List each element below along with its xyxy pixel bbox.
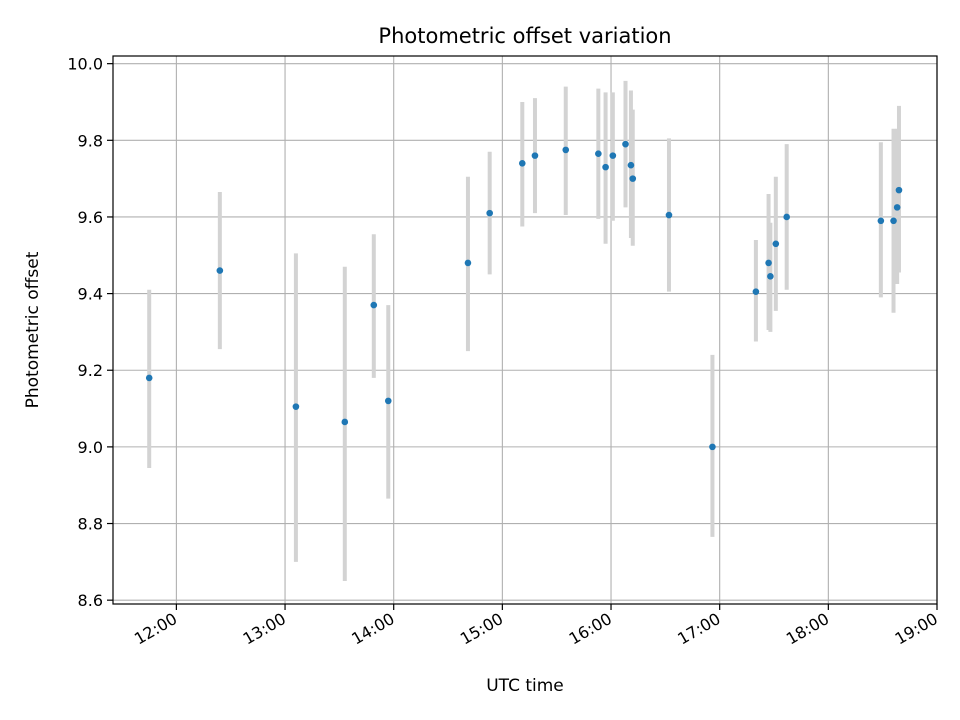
y-tick-label: 8.6 bbox=[78, 591, 103, 610]
data-point bbox=[893, 204, 901, 211]
y-tick-label: 9.8 bbox=[78, 131, 103, 150]
data-point bbox=[292, 403, 300, 410]
data-point bbox=[783, 213, 790, 221]
data-point bbox=[765, 259, 772, 267]
data-point bbox=[341, 418, 349, 426]
data-point bbox=[609, 152, 617, 159]
data-point bbox=[518, 160, 526, 167]
data-point bbox=[890, 217, 897, 225]
y-tick-label: 10.0 bbox=[67, 55, 103, 74]
data-point bbox=[622, 140, 629, 148]
data-point bbox=[665, 211, 673, 219]
chart-title: Photometric offset variation bbox=[378, 24, 671, 48]
data-point bbox=[486, 209, 493, 217]
data-point bbox=[145, 374, 153, 382]
data-points bbox=[145, 140, 903, 451]
y-tick-label: 9.0 bbox=[78, 438, 103, 457]
data-point bbox=[767, 273, 774, 280]
data-point bbox=[895, 186, 903, 194]
x-axis-title: UTC time bbox=[486, 676, 564, 696]
data-point bbox=[629, 175, 637, 182]
data-point bbox=[562, 146, 570, 154]
data-point bbox=[370, 301, 378, 309]
data-point bbox=[384, 397, 392, 405]
data-point bbox=[627, 161, 635, 169]
plot-frame bbox=[112, 55, 938, 605]
y-tick-label: 8.8 bbox=[78, 515, 103, 534]
data-point bbox=[531, 152, 539, 159]
data-point bbox=[595, 150, 602, 158]
data-point bbox=[464, 259, 472, 267]
y-tick-label: 9.2 bbox=[78, 361, 103, 380]
data-point bbox=[752, 288, 760, 295]
data-point bbox=[709, 443, 716, 451]
y-tick-label: 9.4 bbox=[78, 285, 103, 304]
y-axis-ticks: 8.6 8.8 9.0 9.2 9.4 9.6 9.8 10.0 bbox=[67, 55, 113, 610]
data-point bbox=[602, 163, 609, 171]
y-axis-title: Photometric offset bbox=[23, 251, 43, 408]
data-point bbox=[877, 217, 885, 225]
data-point bbox=[216, 267, 224, 274]
y-tick-label: 9.6 bbox=[78, 208, 103, 227]
data-point bbox=[772, 240, 780, 248]
